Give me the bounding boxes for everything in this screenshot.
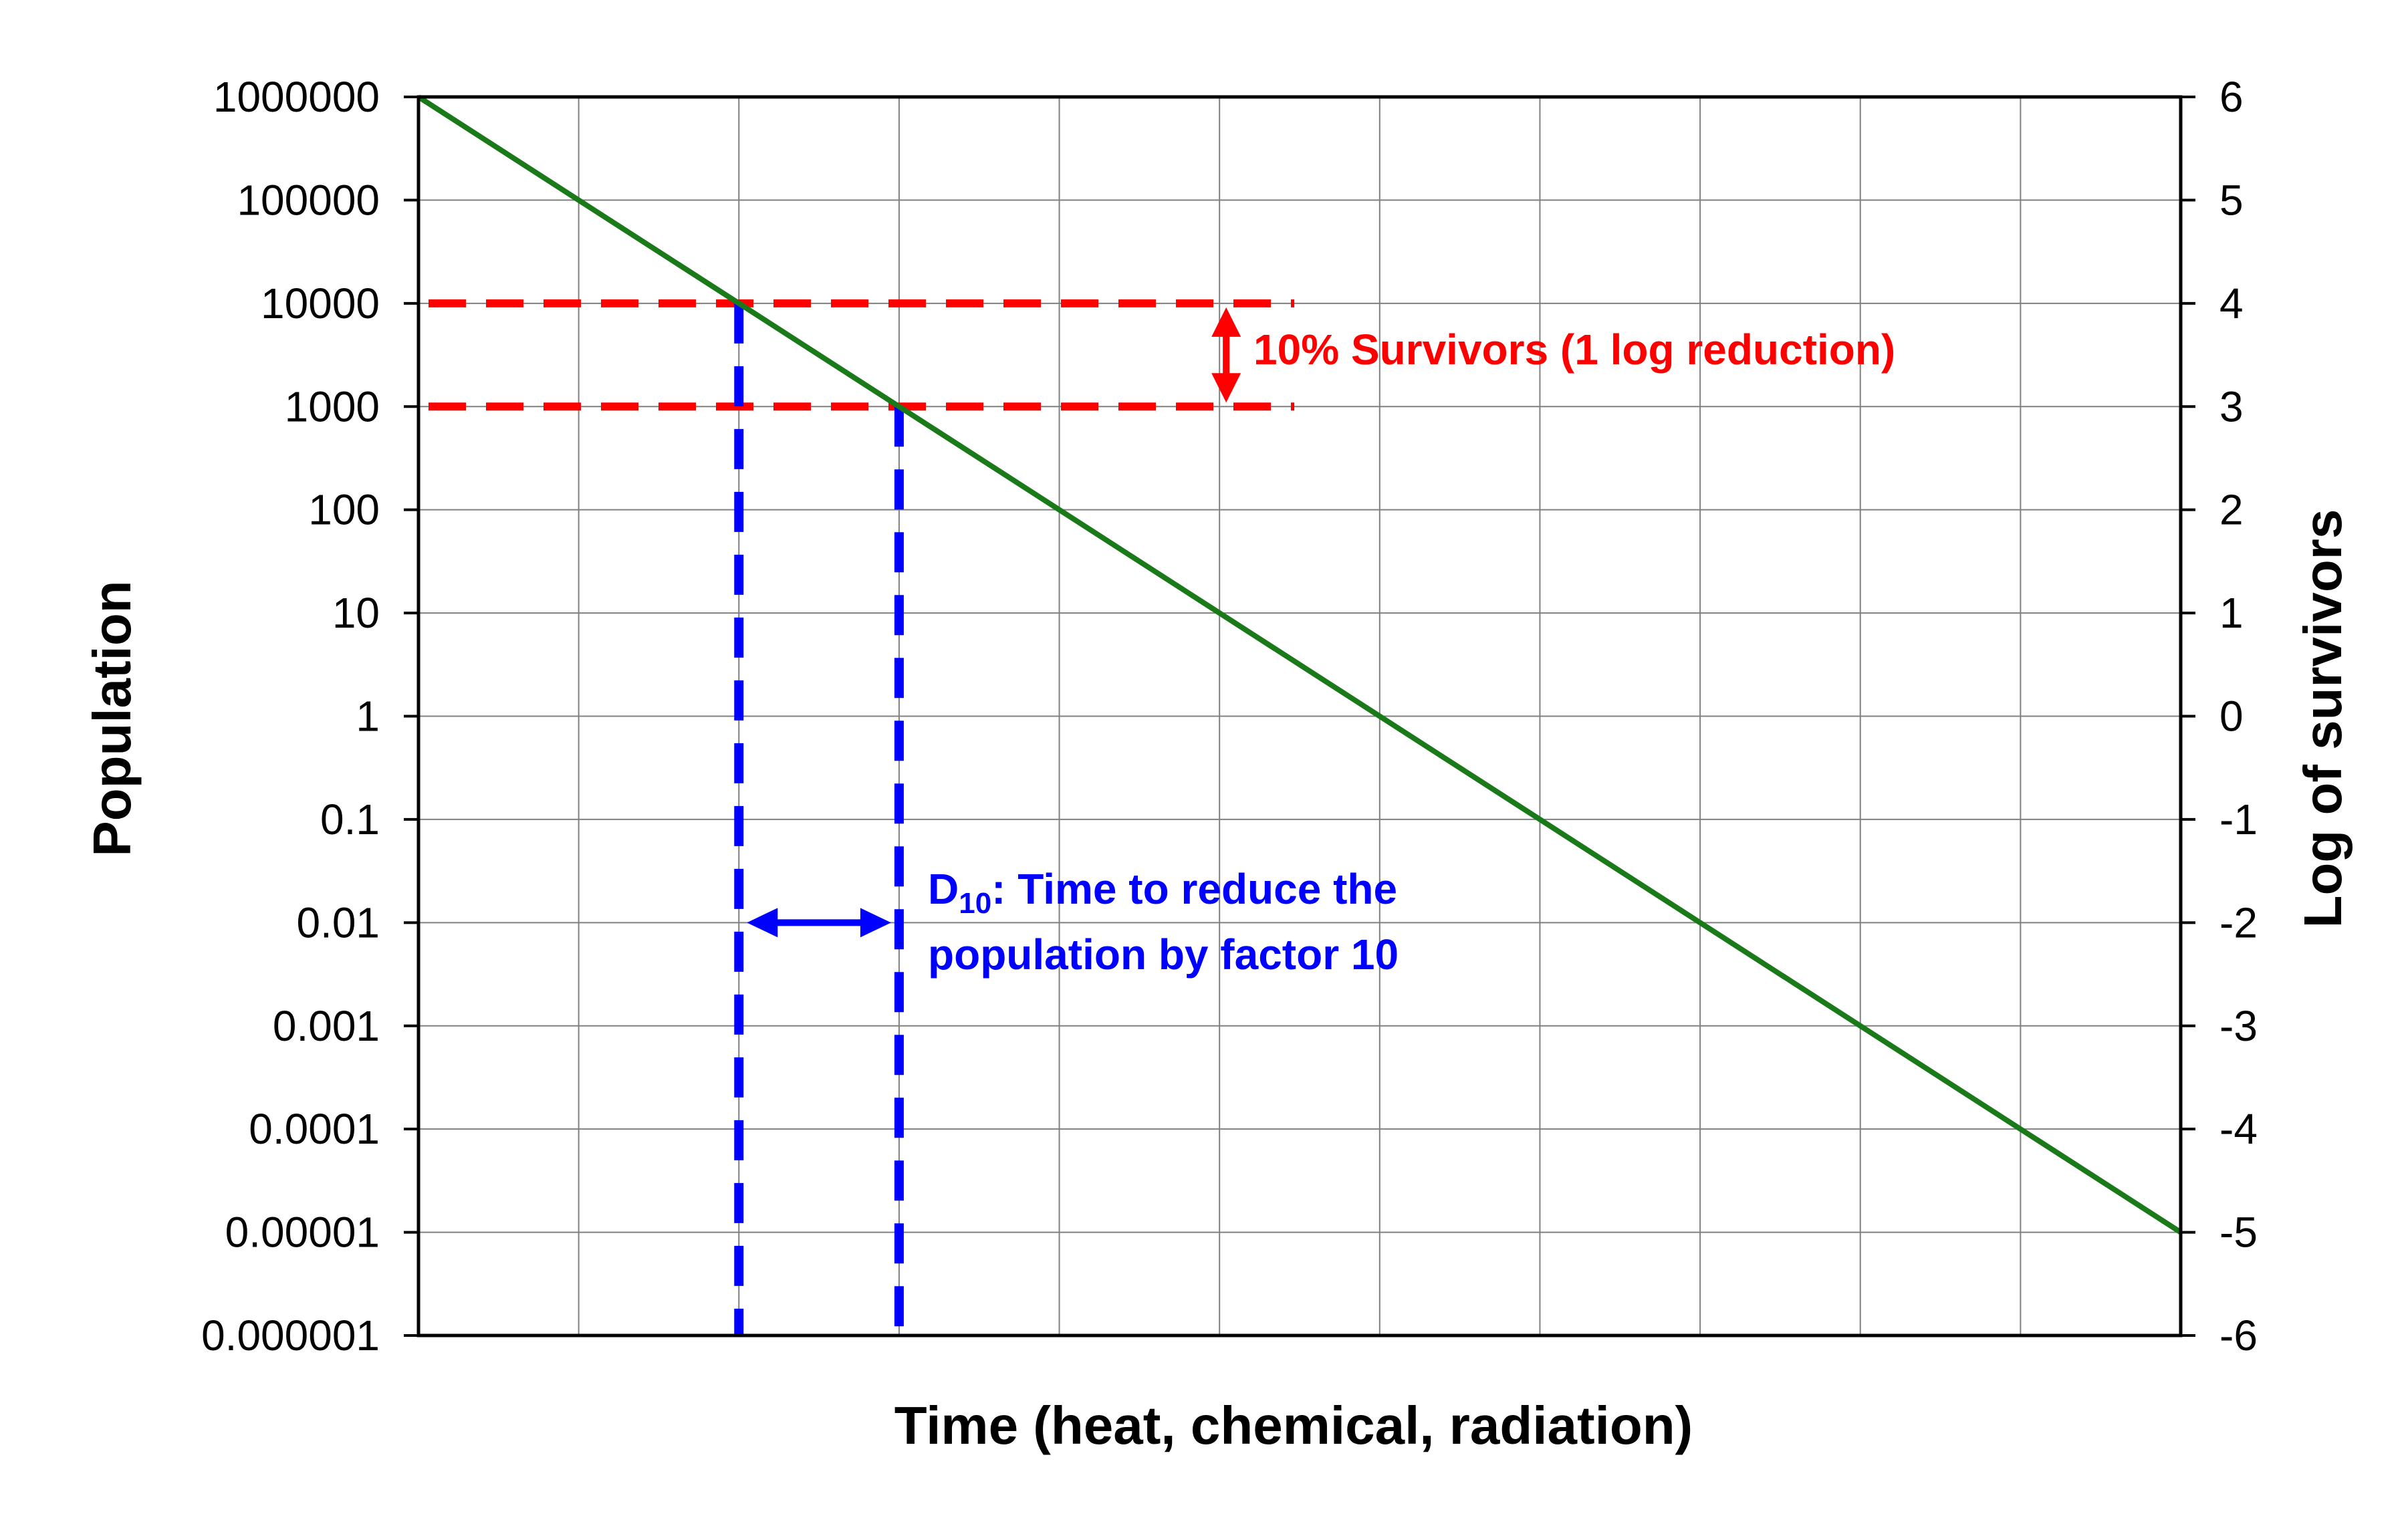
y2-tick-label: -5 bbox=[2219, 1208, 2258, 1257]
y2-tick-label: 4 bbox=[2219, 279, 2244, 328]
d10-line1-text: : Time to reduce the bbox=[991, 865, 1397, 913]
survivors-arrow-head-down bbox=[1211, 373, 1241, 403]
y2-tick-label: -3 bbox=[2219, 1002, 2258, 1050]
y2-tick-label: 6 bbox=[2219, 73, 2244, 121]
reference-lines bbox=[429, 299, 1295, 1335]
y-tick-label: 0.001 bbox=[273, 1002, 380, 1050]
survivors-annotation: 10% Survivors (1 log reduction) bbox=[1253, 326, 1895, 374]
y2-tick-label: 2 bbox=[2219, 486, 2244, 534]
gridlines bbox=[418, 97, 2181, 1335]
survivor-curve-line bbox=[416, 94, 2183, 1235]
y-tick-label: 100000 bbox=[237, 176, 380, 224]
series bbox=[416, 94, 2183, 1235]
y2-axis-title: Log of survivors bbox=[2293, 509, 2353, 928]
d10-annotation-line1: D10: Time to reduce the bbox=[928, 865, 1397, 920]
d10-annotation-line2: population by factor 10 bbox=[928, 930, 1399, 979]
d10-symbol: D bbox=[928, 865, 959, 913]
y2-tick-label: 5 bbox=[2219, 176, 2244, 224]
y2-tick-label: -2 bbox=[2219, 898, 2258, 946]
y-tick-label: 1 bbox=[356, 692, 380, 741]
annotations bbox=[747, 307, 1241, 938]
d10-subscript: 10 bbox=[959, 887, 991, 920]
y-tick-label: 1000 bbox=[285, 382, 380, 430]
y2-tick-label: 1 bbox=[2219, 589, 2244, 637]
y2-tick-label: 0 bbox=[2219, 692, 2244, 741]
y2-tick-label: -1 bbox=[2219, 795, 2258, 844]
y-tick-label: 100 bbox=[308, 486, 380, 534]
y-tick-label: 0.00001 bbox=[225, 1208, 380, 1257]
d10-arrow-head-right bbox=[860, 908, 891, 938]
y-tick-label: 0.1 bbox=[320, 795, 380, 844]
y-tick-label: 0.0001 bbox=[249, 1105, 380, 1153]
y-tick-label: 1000000 bbox=[213, 73, 380, 121]
y2-tick-label: 3 bbox=[2219, 382, 2244, 430]
y2-tick-label: -4 bbox=[2219, 1105, 2258, 1153]
d10-arrow-head-left bbox=[747, 908, 778, 938]
x-axis-title: Time (heat, chemical, radiation) bbox=[894, 1396, 1693, 1455]
y-tick-label: 0.000001 bbox=[201, 1311, 380, 1360]
y2-tick-label: -6 bbox=[2219, 1311, 2258, 1360]
survivors-arrow-head-up bbox=[1211, 307, 1241, 337]
y-tick-label: 0.01 bbox=[296, 898, 380, 946]
y-axis-title: Population bbox=[82, 580, 142, 856]
y-tick-label: 10 bbox=[332, 589, 380, 637]
y-tick-label: 10000 bbox=[261, 279, 380, 328]
